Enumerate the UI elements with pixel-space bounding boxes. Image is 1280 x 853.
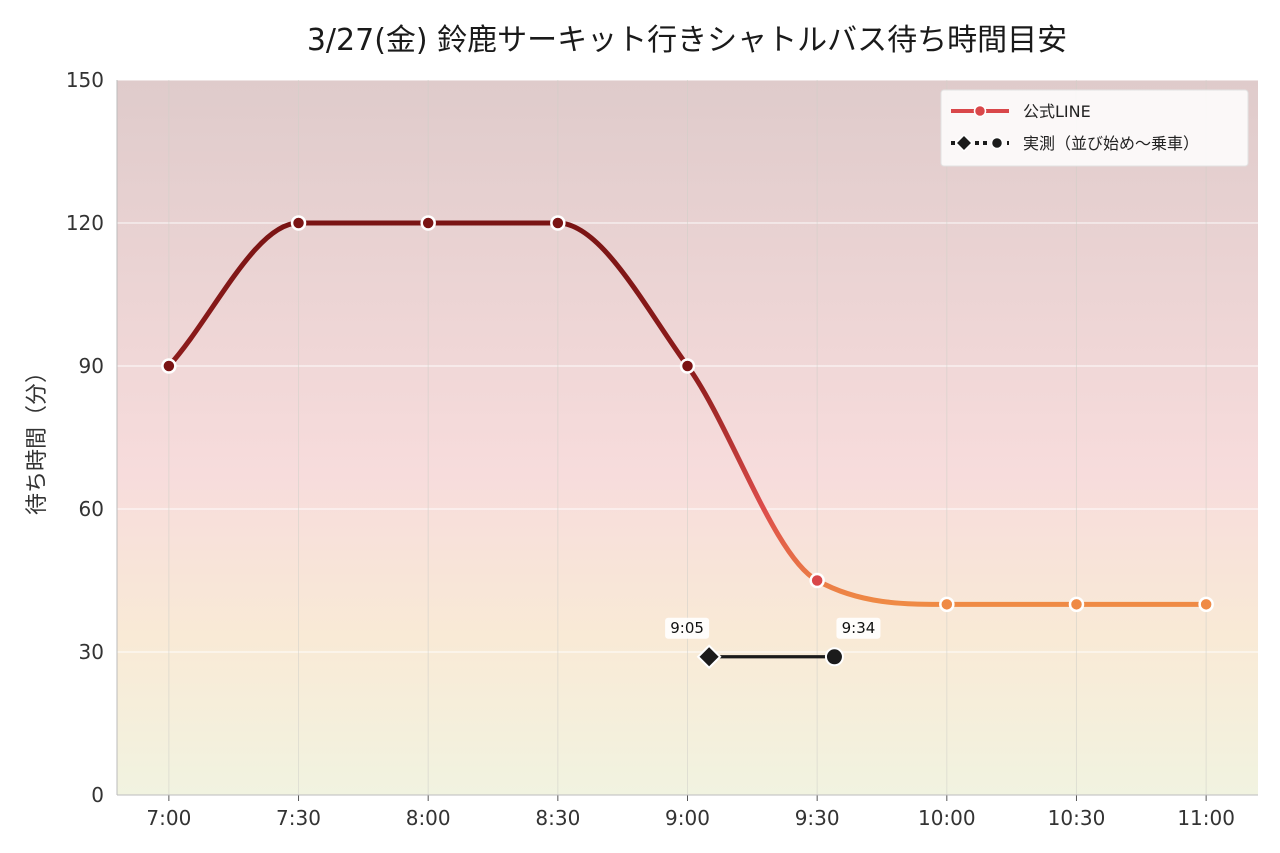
official-point <box>1198 596 1214 613</box>
legend-label-actual: 実測（並び始め〜乗車） <box>1023 134 1199 153</box>
legend: 公式LINE 実測（並び始め〜乗車） <box>940 89 1249 167</box>
y-tick-label: 0 <box>91 783 104 807</box>
series-actual: 9:05 9:34 <box>665 617 881 670</box>
x-tick-label: 10:30 <box>1048 806 1106 830</box>
y-tick-label: 90 <box>79 354 104 378</box>
legend-marker-official <box>973 104 987 118</box>
legend-marker-actual-end <box>990 136 1004 150</box>
official-point <box>809 572 825 589</box>
axes: 0 30 60 90 120 150 7:00 7:30 8:00 8:30 9:00 9:30 10:… <box>66 68 1258 830</box>
official-point <box>420 215 436 231</box>
chart-title: 3/27(金) 鈴鹿サーキット行きシャトルバス待ち時間目安 <box>307 23 1067 58</box>
actual-point-label: 9:34 <box>842 619 876 637</box>
actual-start-marker <box>696 644 722 670</box>
official-point <box>939 596 955 613</box>
legend-marker-actual-start <box>954 133 974 153</box>
official-point <box>679 358 696 374</box>
actual-point-label: 9:05 <box>670 619 704 637</box>
legend-label-official: 公式LINE <box>1023 102 1091 121</box>
x-tick-label: 8:30 <box>535 806 580 830</box>
y-tick-label: 30 <box>79 640 104 664</box>
x-tick-label: 11:00 <box>1177 806 1235 830</box>
y-tick-label: 150 <box>66 68 104 92</box>
actual-label-bg <box>665 617 710 639</box>
official-point <box>161 358 177 374</box>
actual-label-bg <box>836 617 881 639</box>
x-tick-label: 9:00 <box>665 806 710 830</box>
x-tick-label: 10:00 <box>918 806 976 830</box>
x-tick-label: 9:30 <box>795 806 840 830</box>
legend-box <box>940 89 1249 167</box>
actual-end-marker <box>824 647 844 667</box>
grid-lines <box>117 79 1258 796</box>
official-point <box>290 215 307 231</box>
x-tick-label: 8:00 <box>406 806 451 830</box>
official-point <box>1068 596 1085 613</box>
series-official-line <box>161 215 1214 613</box>
x-tick-label: 7:00 <box>146 806 191 830</box>
y-axis-label: 待ち時間（分） <box>25 361 50 515</box>
x-tick-label: 7:30 <box>276 806 321 830</box>
y-tick-label: 60 <box>79 497 104 521</box>
y-tick-label: 120 <box>66 211 104 235</box>
official-point <box>550 215 566 231</box>
